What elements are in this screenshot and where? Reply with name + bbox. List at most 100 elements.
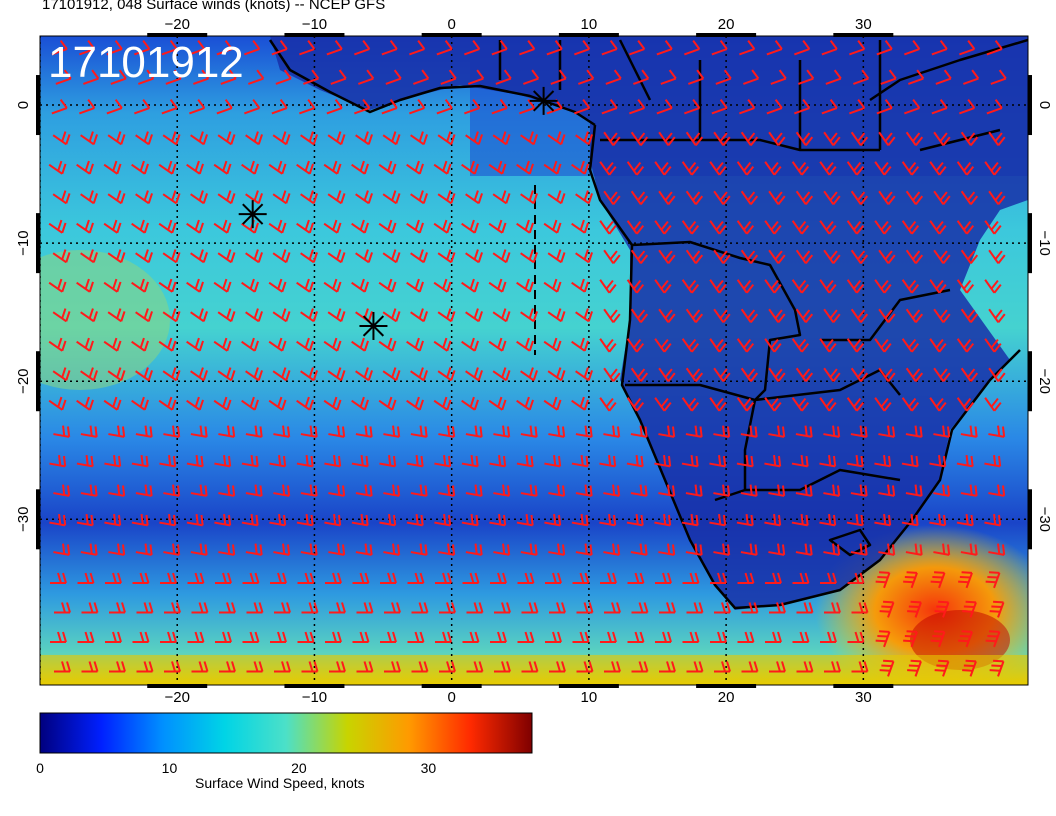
wind-barb — [600, 572, 617, 584]
wind-barb — [984, 161, 1002, 176]
wind-barb — [740, 425, 758, 438]
wind-barb — [769, 661, 786, 673]
wind-barb — [681, 220, 700, 235]
wind-barb — [351, 160, 369, 175]
wind-barb — [300, 249, 318, 264]
wind-barb — [714, 661, 731, 673]
wind-barb — [378, 278, 397, 293]
wind-barb — [901, 220, 920, 235]
top-lon-tick-label: 10 — [581, 16, 598, 33]
wind-barb — [131, 160, 149, 175]
wind-barb — [165, 69, 182, 85]
wind-barb — [162, 308, 181, 323]
wind-barb — [736, 220, 755, 235]
wind-barb — [300, 367, 318, 382]
wind-barb — [158, 278, 177, 293]
axis-ticks: −20 −20 −10 −10 0 0 10 10 20 20 30 30 0 0 −10 −10 −20 −20… — [15, 16, 1053, 706]
wind-barb — [853, 69, 870, 85]
wind-barb — [437, 190, 456, 205]
wind-barb — [219, 602, 236, 614]
wind-barb — [736, 338, 755, 353]
wind-barb — [626, 397, 645, 412]
wind-barb — [271, 40, 288, 56]
bottom-lon-tick-label: 20 — [718, 689, 735, 706]
wind-barb — [713, 425, 731, 438]
wind-barb — [52, 367, 71, 382]
wind-barb — [963, 69, 980, 85]
wind-barb — [437, 131, 456, 146]
wind-barb — [658, 543, 676, 556]
wind-barb — [850, 425, 868, 438]
wind-barb — [76, 396, 94, 411]
wind-barb — [241, 337, 259, 352]
wind-barb — [131, 513, 149, 527]
wind-barb — [465, 190, 483, 205]
wind-barb — [743, 69, 760, 85]
wind-barb — [795, 484, 813, 497]
wind-barb — [764, 279, 782, 294]
wind-barb — [103, 278, 122, 293]
bottom-lon-tick-label: 30 — [855, 689, 872, 706]
wind-barb — [489, 513, 507, 527]
wind-barb — [630, 367, 649, 382]
wind-barb — [740, 367, 759, 382]
wind-barb — [493, 484, 511, 497]
wind-barb — [519, 99, 536, 115]
wind-barb — [301, 602, 319, 614]
wind-barb — [627, 572, 645, 584]
wind-barb — [740, 249, 759, 264]
wind-barb — [741, 661, 759, 673]
wind-barb — [490, 572, 507, 584]
wind-barb — [296, 396, 314, 411]
wind-barb — [108, 425, 126, 438]
wind-barb — [190, 131, 208, 146]
wind-barb — [656, 99, 673, 115]
wind-barb — [576, 602, 594, 614]
wind-barb — [76, 454, 94, 468]
wind-barb — [905, 308, 924, 323]
wind-barb — [323, 396, 342, 411]
wind-barb — [631, 602, 649, 614]
wind-barb — [905, 367, 924, 382]
wind-barb — [465, 367, 483, 382]
wind-barb — [245, 131, 263, 146]
wind-barb — [327, 367, 346, 382]
wind-barb — [193, 69, 210, 85]
wind-barb — [108, 484, 126, 497]
wind-barb — [682, 572, 700, 584]
wind-barb — [709, 279, 727, 294]
wind-barb — [189, 40, 206, 56]
wind-barb — [409, 99, 426, 115]
wind-barb — [709, 338, 727, 353]
wind-barb — [186, 160, 204, 175]
wind-barb — [135, 484, 153, 497]
wind-barb — [270, 572, 287, 584]
wind-barb — [135, 190, 153, 205]
wind-barb — [874, 454, 892, 468]
wind-barb — [685, 484, 703, 497]
wind-barb — [158, 337, 177, 352]
wind-barb — [406, 219, 424, 234]
wind-barb — [190, 367, 208, 382]
wind-barb — [631, 661, 649, 673]
wind-barb — [578, 69, 595, 85]
wind-barb — [351, 454, 369, 468]
wind-barb — [464, 99, 481, 115]
wind-barb — [633, 69, 650, 85]
wind-barb — [544, 454, 562, 468]
wind-barb — [768, 367, 786, 382]
wind-barb — [383, 484, 401, 497]
wind-barb — [461, 219, 479, 234]
wind-barb — [791, 220, 810, 235]
wind-barb — [323, 219, 342, 234]
wind-barb — [574, 40, 591, 56]
wind-barb — [492, 367, 511, 382]
wind-barb — [766, 99, 783, 115]
wind-barb — [520, 308, 538, 323]
wind-barb — [297, 631, 315, 643]
wind-barb — [54, 661, 71, 673]
wind-barb — [355, 131, 373, 146]
wind-barb — [544, 513, 562, 527]
wind-barb — [901, 513, 919, 527]
wind-barb — [48, 219, 67, 234]
